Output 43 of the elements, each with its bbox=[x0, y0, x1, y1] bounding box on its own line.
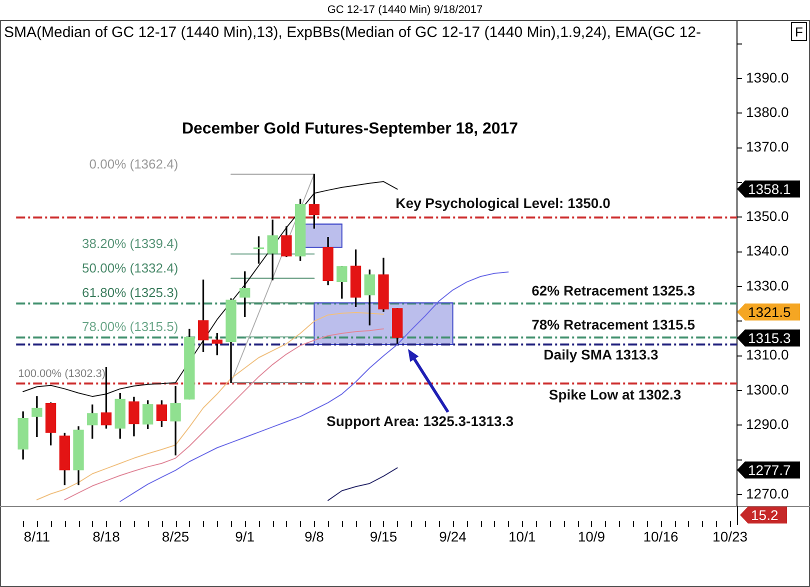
x-tick-label: 9/1 bbox=[235, 528, 255, 544]
text: 1315.3 bbox=[748, 330, 792, 346]
text: 78.00% (1315.5) bbox=[82, 318, 178, 334]
y-tick-label: 1390.0 bbox=[746, 69, 790, 86]
y-tick-label: 1310.0 bbox=[746, 346, 790, 363]
y-tick-label: 1340.0 bbox=[746, 242, 790, 259]
y-tick-label: 1300.0 bbox=[746, 381, 790, 398]
ref-line-label: 62% Retracement 1325.3 bbox=[532, 282, 696, 299]
text: 1358.1 bbox=[748, 180, 792, 197]
x-tick-label: 10/1 bbox=[508, 528, 536, 544]
x-tick-label: 10/23 bbox=[712, 528, 748, 544]
text: 100.00% (1302.3) bbox=[18, 368, 106, 380]
x-tick-label: 10/16 bbox=[643, 528, 678, 544]
ref-line-label: 78% Retracement 1315.5 bbox=[532, 316, 696, 333]
text: 0.00% (1362.4) bbox=[89, 156, 178, 172]
x-tick-label: 8/18 bbox=[92, 528, 120, 544]
text: 61.80% (1325.3) bbox=[82, 284, 178, 300]
x-tick-label: 9/8 bbox=[304, 528, 324, 544]
x-tick-label: 8/25 bbox=[162, 528, 190, 544]
x-tick-label: 10/9 bbox=[578, 528, 606, 544]
x-tick-label: 9/15 bbox=[370, 528, 398, 544]
text: December Gold Futures-September 18, 2017 bbox=[182, 120, 518, 138]
text: F bbox=[795, 24, 804, 40]
annotation: Support Area: 1325.3-1313.3 bbox=[326, 412, 514, 429]
annotation: SMA(Median of GC 12-17 (1440 Min),13), ExpBBs(Median of GC 12-17 (1440 Min),1.9,24), EMA(GC 12- bbox=[4, 24, 701, 42]
ref-line-label: Key Psychological Level: 1350.0 bbox=[396, 195, 611, 212]
text: 1321.5 bbox=[748, 304, 792, 320]
y-tick-label: 1370.0 bbox=[746, 138, 790, 155]
y-tick-label: 1270.0 bbox=[746, 485, 790, 502]
chart-subtitle: GC 12-17 (1440 Min) 9/18/2017 bbox=[327, 4, 483, 16]
x-tick-label: 9/24 bbox=[439, 528, 467, 544]
y-tick-label: 1330.0 bbox=[746, 277, 790, 294]
y-tick-label: 1290.0 bbox=[746, 416, 790, 432]
text: 38.20% (1339.4) bbox=[82, 236, 178, 252]
ref-line-label: Spike Low at 1302.3 bbox=[548, 386, 682, 402]
x-tick-label: 8/11 bbox=[24, 528, 50, 544]
ref-line-label: Daily SMA 1313.3 bbox=[544, 346, 659, 362]
text: 1277.7 bbox=[748, 462, 792, 478]
candlestick bbox=[32, 396, 42, 437]
y-tick-label: 1380.0 bbox=[746, 104, 790, 120]
y-tick-label: 1350.0 bbox=[746, 208, 790, 224]
text: 50.00% (1332.4) bbox=[82, 260, 178, 276]
text: 15.2 bbox=[751, 506, 778, 523]
